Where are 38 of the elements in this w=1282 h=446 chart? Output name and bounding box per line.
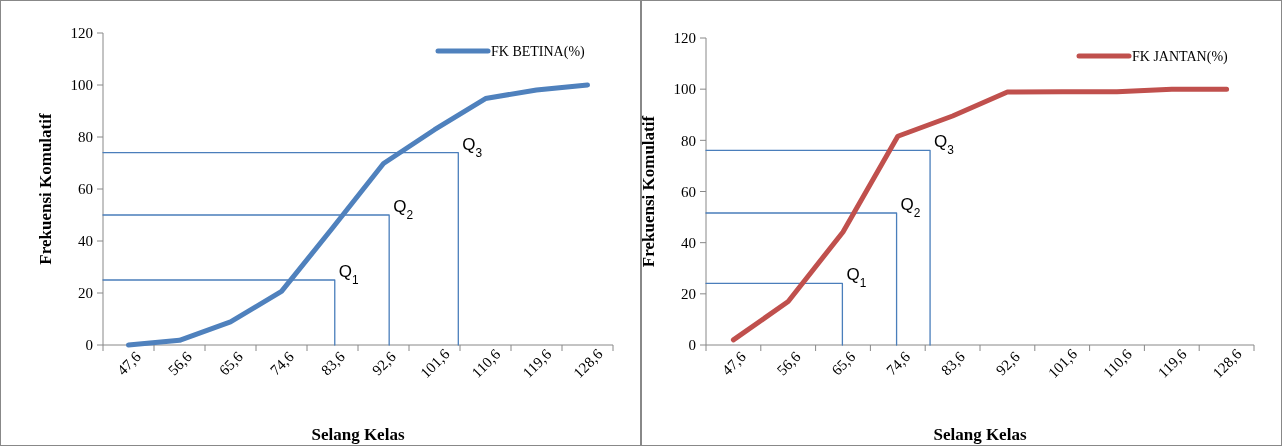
y-tick-label: 80 [681, 132, 696, 149]
y-tick-label: 0 [85, 337, 93, 354]
y-tick-label: 60 [78, 181, 93, 198]
x-tick-label: 92,6 [992, 348, 1024, 379]
y-tick-label: 40 [78, 233, 93, 250]
x-tick-label: 47,6 [114, 348, 145, 379]
x-tick-label: 65,6 [216, 348, 247, 379]
annotation: Q$_{3}$ [462, 134, 483, 160]
x-tick-label: 83,6 [938, 348, 969, 379]
x-axis-title: Selang Kelas [933, 425, 1027, 444]
y-tick-label: 60 [681, 183, 696, 200]
legend-label: FK JANTAN(%) [1132, 48, 1229, 65]
x-tick-label: 74,6 [267, 348, 298, 379]
annotation: Q$_{1}$ [338, 262, 359, 287]
y-axis-title: Frekuensi Komulatif [639, 115, 658, 268]
y-tick-label: 20 [78, 285, 93, 302]
y-tick-label: 100 [70, 77, 93, 94]
annotation: Q$_{2}$ [393, 197, 414, 222]
x-tick-label: 65,6 [828, 348, 859, 379]
x-tick-label: 83,6 [318, 348, 349, 379]
x-axis-title: Selang Kelas [311, 425, 405, 444]
x-tick-label: 56,6 [773, 348, 804, 379]
x-tick-label: 47,6 [718, 348, 750, 379]
y-tick-label: 20 [681, 286, 696, 303]
y-tick-label: 120 [70, 25, 93, 42]
x-tick-label: 74,6 [883, 348, 914, 379]
y-tick-label: 120 [673, 30, 696, 47]
y-tick-label: 80 [78, 129, 93, 146]
annotation: Q$_{3}$ [934, 132, 955, 158]
annotation: Q$_{1}$ [846, 265, 867, 291]
y-tick-label: 100 [673, 81, 696, 98]
x-tick-label: 56,6 [165, 348, 196, 379]
legend-label: FK BETINA(%) [491, 43, 586, 60]
y-tick-label: 40 [681, 234, 696, 251]
annotation: Q$_{2}$ [900, 194, 921, 220]
y-tick-label: 0 [688, 337, 696, 354]
y-axis-title: Frekuensi Komulatif [36, 113, 55, 265]
x-tick-label: 92,6 [369, 348, 400, 379]
